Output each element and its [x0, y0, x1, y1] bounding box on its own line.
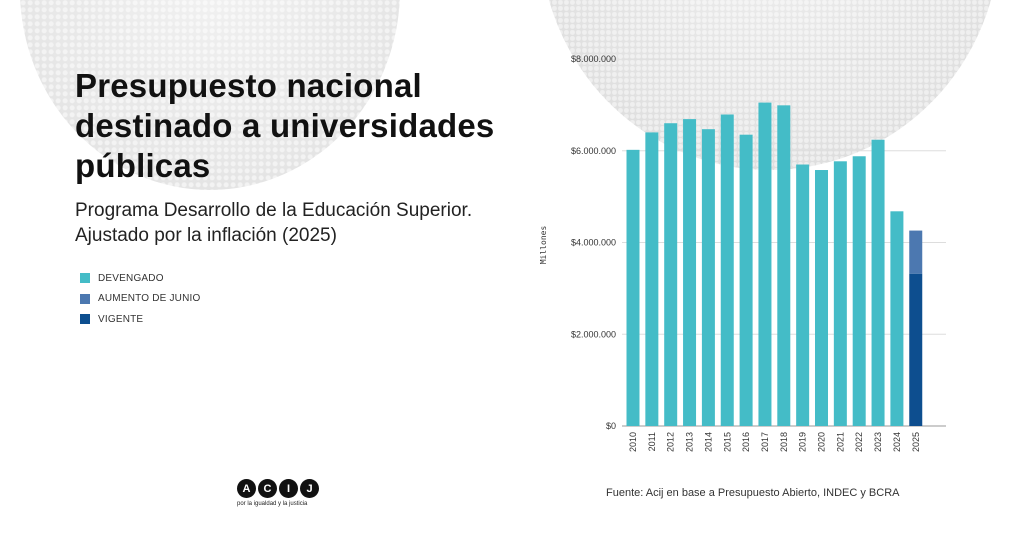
x-tick-label: 2012 — [666, 432, 676, 452]
x-tick-label: 2010 — [628, 432, 638, 452]
y-tick-label: $6.000.000 — [571, 146, 616, 156]
bar-devengado-2013 — [683, 119, 697, 426]
x-tick-label: 2017 — [760, 432, 770, 452]
legend-swatch-aumento — [80, 293, 90, 304]
bar-devengado-2024 — [890, 211, 904, 426]
y-tick-label: $8.000.000 — [571, 54, 616, 64]
logo-letter: J — [300, 479, 319, 498]
x-tick-label: 2014 — [703, 432, 713, 452]
legend-label-aumento: AUMENTO DE JUNIO — [98, 293, 201, 305]
chart-subtitle: Programa Desarrollo de la Educación Supe… — [75, 200, 473, 246]
legend-swatch-devengado — [80, 273, 90, 284]
bar-devengado-2021 — [833, 161, 847, 426]
x-tick-label: 2020 — [817, 432, 827, 452]
bar-devengado-2017 — [758, 102, 772, 427]
legend-label-devengado: DEVENGADO — [98, 272, 164, 284]
y-axis-ticks: $0 $2.000.000 $4.000.000 $6.000.000 $8.000.0… — [571, 54, 616, 431]
bar-devengado-2016 — [739, 134, 753, 426]
logo-letter: I — [279, 479, 298, 498]
bar-devengado-2012 — [664, 123, 678, 426]
x-tick-label: 2024 — [892, 432, 902, 452]
x-tick-label: 2015 — [722, 432, 732, 452]
x-axis-ticks: 2010 2011 2012 2013 2014 2015 2016 2017 2018 2019… — [628, 432, 921, 452]
x-tick-label: 2019 — [798, 432, 808, 452]
bar-devengado-2010 — [626, 149, 640, 426]
x-tick-label: 2025 — [911, 432, 921, 452]
logo-letters: A C I J — [237, 479, 327, 498]
legend-swatch-vigente — [80, 314, 90, 325]
y-tick-label: $2.000.000 — [571, 329, 616, 339]
legend-label-vigente: VIGENTE — [98, 313, 144, 325]
y-tick-label: $4.000.000 — [571, 238, 616, 248]
logo-letter: A — [237, 479, 256, 498]
bar-vigente-2025 — [909, 273, 923, 426]
bar-devengado-2020 — [815, 170, 828, 426]
bar-devengado-2015 — [720, 114, 734, 426]
x-tick-label: 2022 — [854, 432, 864, 452]
logo-tagline: por la igualdad y la justicia — [237, 501, 308, 507]
legend-item-aumento: AUMENTO DE JUNIO — [80, 289, 200, 310]
acij-logo: A C I J por la igualdad y la justicia — [237, 479, 327, 507]
x-tick-label: 2013 — [685, 432, 695, 452]
bar-devengado-2011 — [645, 132, 659, 426]
x-tick-label: 2023 — [873, 432, 883, 452]
bar-devengado-2014 — [701, 129, 715, 426]
y-tick-label: $0 — [606, 421, 616, 431]
logo-letter: C — [258, 479, 277, 498]
chart-title: Presupuesto nacional destinado a univers… — [75, 67, 495, 184]
bars — [626, 102, 923, 427]
bar-devengado-2019 — [796, 164, 810, 426]
x-tick-label: 2021 — [835, 432, 845, 452]
legend-item-vigente: VIGENTE — [80, 309, 200, 330]
legend: DEVENGADO AUMENTO DE JUNIO VIGENTE — [80, 268, 200, 330]
legend-item-devengado: DEVENGADO — [80, 268, 200, 289]
source-note: Fuente: Acij en base a Presupuesto Abier… — [606, 487, 900, 499]
x-tick-label: 2016 — [741, 432, 751, 452]
bar-devengado-2022 — [852, 156, 866, 426]
x-tick-label: 2018 — [779, 432, 789, 452]
bar-devengado-2023 — [871, 139, 885, 427]
x-tick-label: 2011 — [647, 432, 657, 451]
bar-aumento-de-junio-2025 — [909, 230, 923, 274]
bar-devengado-2018 — [777, 105, 791, 427]
y-axis-label: Millones — [539, 226, 548, 265]
